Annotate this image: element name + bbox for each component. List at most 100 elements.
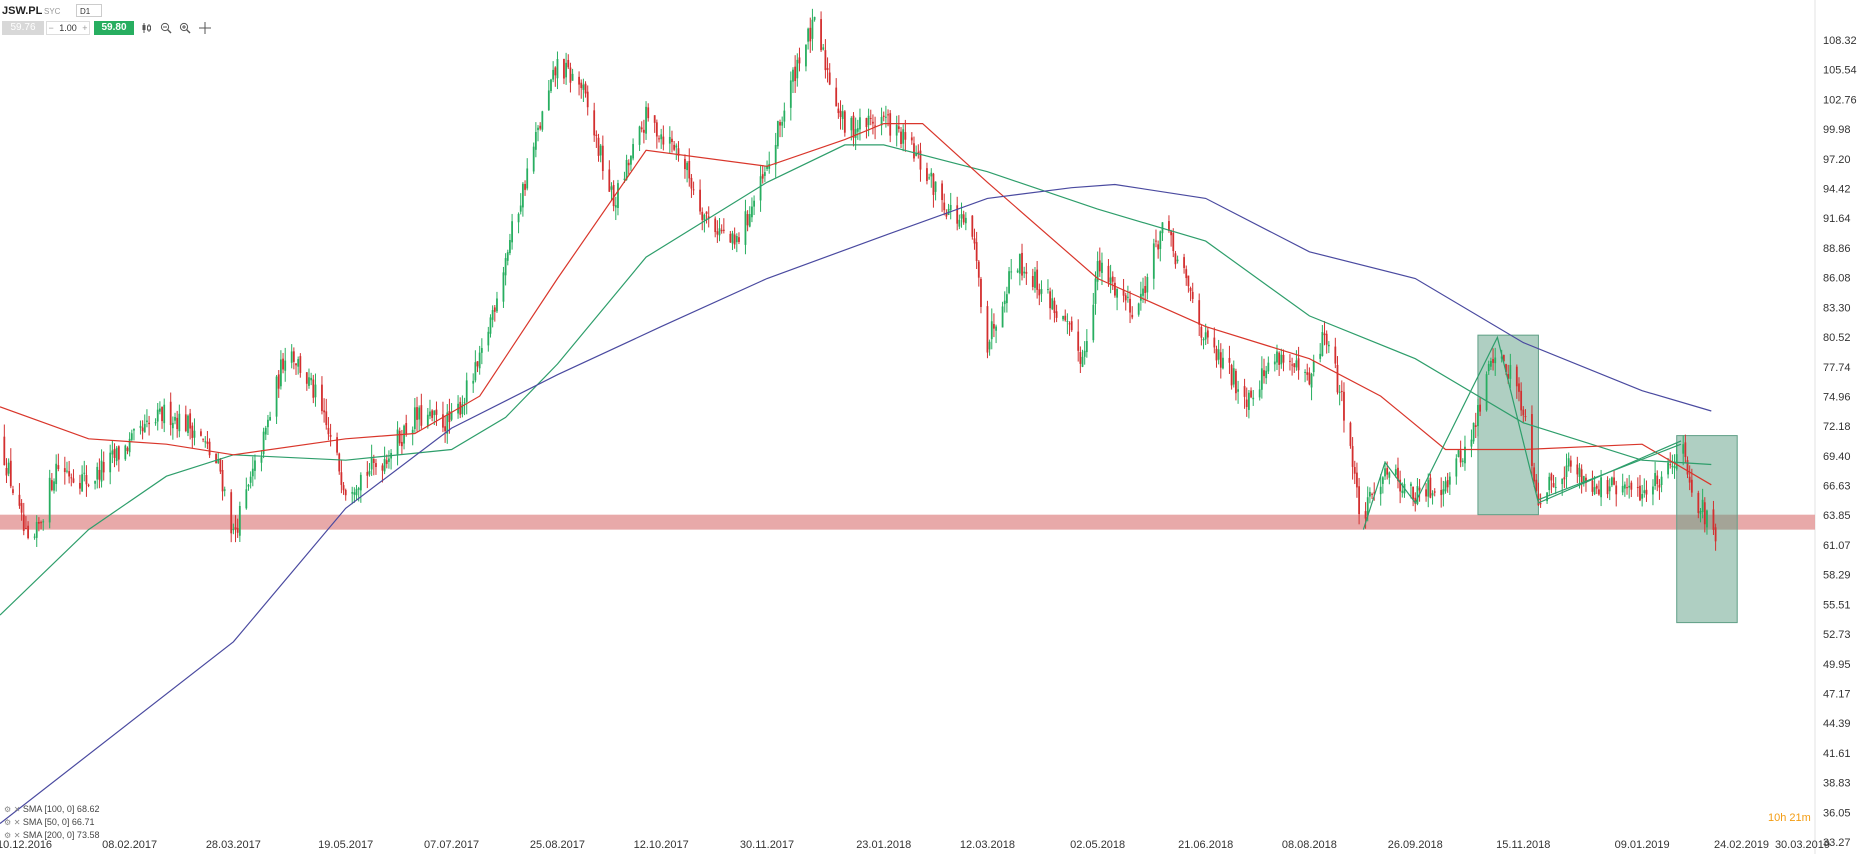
candle-body xyxy=(796,59,799,79)
candle-body xyxy=(761,174,764,179)
candle-body xyxy=(1280,354,1283,365)
candle-body xyxy=(1401,490,1404,493)
legend-sma50[interactable]: ⚙ ✕ SMA [50, 0] 66.71 xyxy=(4,817,94,827)
candle-body xyxy=(1492,359,1494,363)
candle-body xyxy=(541,111,544,130)
candle-body xyxy=(1005,294,1008,304)
candle-body xyxy=(416,407,418,420)
candle-body xyxy=(1187,275,1190,287)
candle-body xyxy=(1379,486,1382,495)
candle-body xyxy=(1703,502,1706,525)
candle-body xyxy=(292,351,295,362)
candle-body xyxy=(1122,289,1125,296)
candle-body xyxy=(1124,295,1127,301)
x-tick-label: 08.08.2018 xyxy=(1282,839,1337,851)
candle-body xyxy=(493,307,496,312)
candle-body xyxy=(820,19,822,51)
candle-body xyxy=(733,234,736,245)
candle-body xyxy=(986,306,989,353)
candle-body xyxy=(1652,486,1654,495)
candle-body xyxy=(215,453,217,464)
legend-sma100[interactable]: ⚙ ✕ SMA [100, 0] 68.62 xyxy=(4,804,99,814)
candle-body xyxy=(148,422,150,425)
close-icon[interactable]: ✕ xyxy=(13,818,21,827)
candle-body xyxy=(1410,483,1412,487)
y-tick-label: 102.76 xyxy=(1823,94,1857,106)
candle-body xyxy=(1202,338,1205,341)
candle-body xyxy=(100,460,103,482)
currency-label: SYC xyxy=(44,7,61,16)
candle-body xyxy=(1699,510,1702,515)
zoom-in-icon[interactable] xyxy=(179,22,191,34)
candles-icon[interactable] xyxy=(141,22,153,34)
candle-body xyxy=(1690,479,1693,493)
settings-icon[interactable]: ⚙ xyxy=(4,818,12,827)
candle-body xyxy=(1172,232,1175,252)
candle-body xyxy=(964,217,967,224)
legend-sma200[interactable]: ⚙ ✕ SMA [200, 0] 73.58 xyxy=(4,830,99,840)
candle-body xyxy=(87,484,90,486)
volume-plus-button[interactable]: + xyxy=(82,23,88,33)
candle-body xyxy=(187,415,189,433)
candle-body xyxy=(887,114,889,116)
candle-body xyxy=(865,117,868,128)
y-tick-label: 69.40 xyxy=(1823,451,1851,463)
legend-label: SMA [50, 0] 66.71 xyxy=(22,817,95,827)
candle-body xyxy=(1323,333,1326,336)
candle-body xyxy=(461,404,464,414)
candle-body xyxy=(550,79,552,92)
settings-icon[interactable]: ⚙ xyxy=(4,805,12,814)
candle-body xyxy=(297,359,300,367)
settings-icon[interactable]: ⚙ xyxy=(4,831,12,840)
candle-body xyxy=(1643,490,1646,494)
sell-price-button[interactable]: 59.76 xyxy=(2,21,44,35)
volume-value[interactable]: 1.00 xyxy=(59,23,77,33)
candle-body xyxy=(1152,243,1155,279)
candle-body xyxy=(1356,472,1358,488)
candle-body xyxy=(1477,405,1479,427)
candle-body xyxy=(1582,476,1585,482)
instrument-toolbar: JSW.PL SYC D1 59.76 − 1.00 + 59.80 xyxy=(0,0,300,40)
candle-body xyxy=(720,229,723,232)
candle-body xyxy=(524,183,526,190)
x-tick-label: 08.02.2017 xyxy=(102,839,157,851)
candle-body xyxy=(1068,323,1071,325)
candle-body xyxy=(882,115,885,117)
candle-body xyxy=(1535,479,1538,492)
close-icon[interactable]: ✕ xyxy=(13,831,21,840)
buy-price-button[interactable]: 59.80 xyxy=(94,21,134,35)
candle-body xyxy=(738,237,740,242)
candle-body xyxy=(1297,358,1300,371)
volume-minus-button[interactable]: − xyxy=(48,23,54,33)
candle-body xyxy=(372,459,375,463)
candle-body xyxy=(1310,373,1313,388)
y-tick-label: 86.08 xyxy=(1823,273,1851,285)
candle-body xyxy=(822,47,825,50)
zoom-out-icon[interactable] xyxy=(160,22,172,34)
candle-body xyxy=(1440,489,1443,496)
candle-body xyxy=(217,459,220,463)
candle-body xyxy=(1522,409,1525,416)
timeframe-select[interactable]: D1 xyxy=(76,4,102,17)
candle-body xyxy=(751,206,753,218)
candle-body xyxy=(1598,489,1600,495)
candle-body xyxy=(897,126,900,129)
candle-body xyxy=(1250,390,1252,398)
candle-body xyxy=(640,127,643,130)
candle-body xyxy=(686,162,689,171)
candle-body xyxy=(1023,271,1026,274)
candle-body xyxy=(431,410,434,418)
candle-body xyxy=(703,214,706,221)
candle-body xyxy=(1366,497,1369,516)
candle-body xyxy=(662,136,665,145)
candle-body xyxy=(1576,464,1579,475)
close-icon[interactable]: ✕ xyxy=(13,805,21,814)
candle-body xyxy=(1628,485,1631,488)
candle-body xyxy=(385,460,388,464)
candle-body xyxy=(895,124,898,136)
candle-body xyxy=(1252,397,1255,400)
symbol-label[interactable]: JSW.PL xyxy=(2,5,43,17)
volume-stepper[interactable]: − 1.00 + xyxy=(46,21,90,35)
crosshair-icon[interactable] xyxy=(199,22,211,34)
